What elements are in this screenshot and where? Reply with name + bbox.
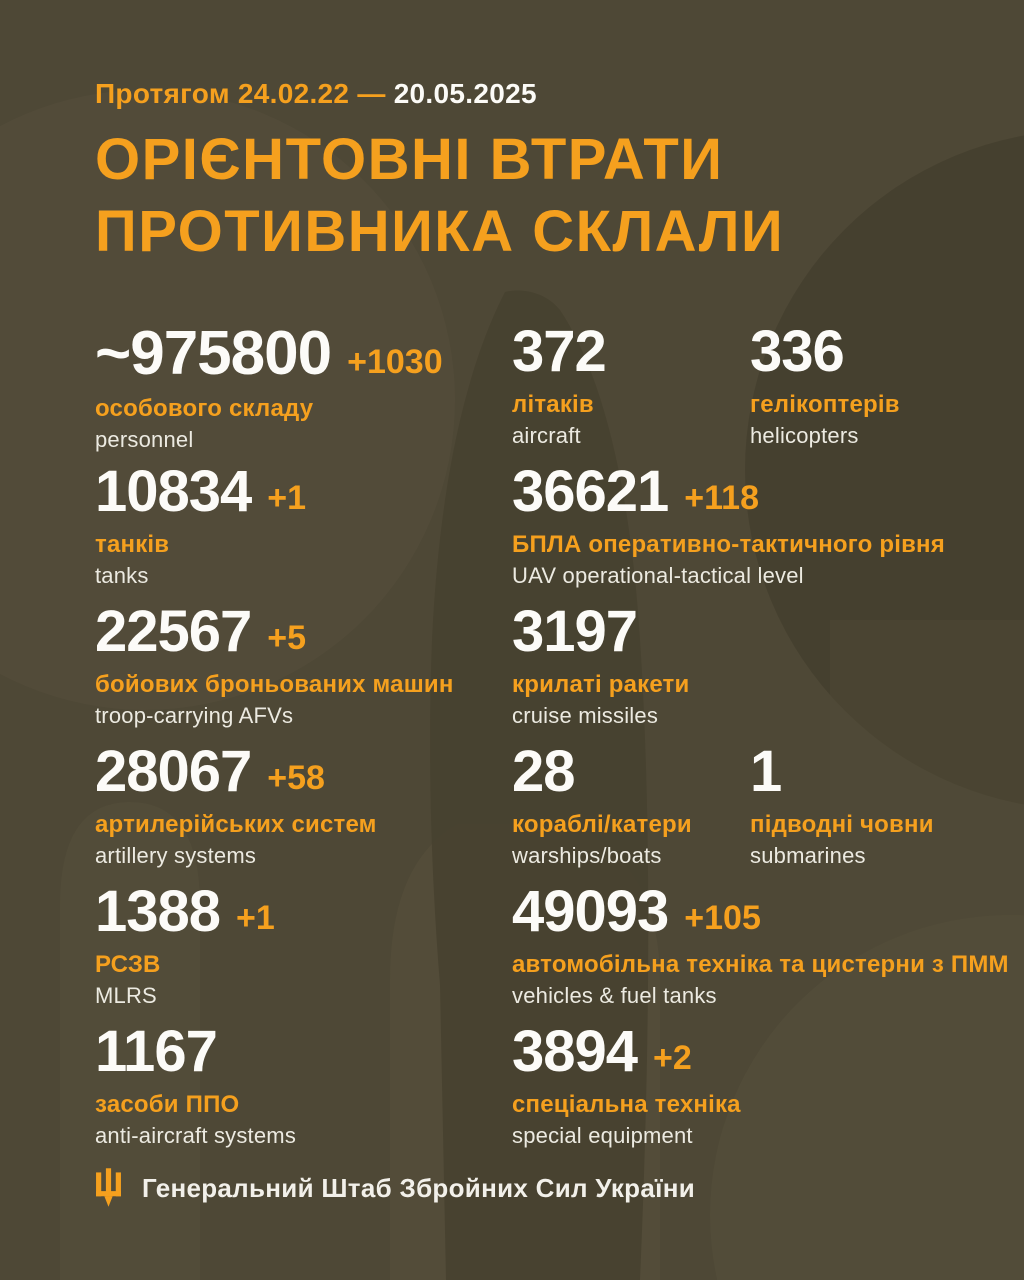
stat-value: ~975800	[95, 319, 332, 388]
stats-row-2: 10834 +1 танків tanks 36621 +118 БПЛА оп…	[95, 463, 988, 603]
stat-uav: 36621 +118 БПЛА оперативно-тактичного рі…	[512, 463, 988, 589]
stat-value: 22567	[95, 599, 252, 664]
stat-value: 1388	[95, 879, 221, 944]
stat-label-en: UAV operational-tactical level	[512, 563, 804, 588]
stat-air-defence: 1167 засоби ППО anti-aircraft systems	[95, 1023, 512, 1149]
stat-warships: 28 кораблі/катери warships/boats	[512, 743, 750, 869]
stat-label-uk: бойових броньованих машин	[95, 671, 454, 698]
stat-label-uk: автомобільна техніка та цистерни з ПММ	[512, 951, 1009, 978]
page-title: ОРІЄНТОВНІ ВТРАТИ ПРОТИВНИКА СКЛАЛИ	[95, 124, 784, 268]
stat-value: 1167	[95, 1019, 218, 1084]
footer: Генеральний Штаб Збройних Сил України	[95, 1168, 695, 1208]
stat-value: 10834	[95, 459, 252, 524]
stat-value: 1	[750, 739, 782, 804]
tryzub-icon	[96, 1168, 121, 1207]
stat-label-uk: БПЛА оперативно-тактичного рівня	[512, 531, 945, 558]
stats-row-4: 28067 +58 артилерійських систем artiller…	[95, 743, 988, 883]
stat-aircraft: 372 літаків aircraft	[512, 323, 750, 449]
period-prefix: Протягом 24.02.22 —	[95, 78, 386, 109]
stat-label-en: cruise missiles	[512, 703, 659, 728]
stat-value: 28	[512, 739, 576, 804]
stat-label-uk: підводні човни	[750, 811, 934, 838]
stat-label-en: warships/boats	[512, 843, 662, 868]
stat-label-uk: засоби ППО	[95, 1091, 240, 1118]
stat-afv: 22567 +5 бойових броньованих машин troop…	[95, 603, 512, 729]
stat-label-en: artillery systems	[95, 843, 257, 868]
stat-helicopters: 336 гелікоптерів helicopters	[750, 323, 988, 449]
stat-submarines: 1 підводні човни submarines	[750, 743, 988, 869]
stat-delta: +118	[684, 479, 760, 517]
stat-delta: +5	[267, 619, 307, 657]
stat-label-uk: крилаті ракети	[512, 671, 690, 698]
stat-vehicles: 49093 +105 автомобільна техніка та цисте…	[512, 879, 1009, 1009]
stats-row-6: 1167 засоби ППО anti-aircraft systems 38…	[95, 1023, 988, 1173]
stats-row-1: ~975800 +1030 особового складу personnel…	[95, 323, 988, 463]
stat-delta: +105	[684, 899, 761, 937]
stat-label-uk: РСЗВ	[95, 951, 161, 978]
stat-tanks: 10834 +1 танків tanks	[95, 463, 512, 589]
stat-label-en: submarines	[750, 843, 866, 868]
stat-value: 3894	[512, 1019, 638, 1084]
stat-label-en: vehicles & fuel tanks	[512, 983, 717, 1008]
stat-special-equipment: 3894 +2 спеціальна техніка special equip…	[512, 1023, 988, 1149]
stat-label-en: helicopters	[750, 423, 859, 448]
stats-grid: ~975800 +1030 особового складу personnel…	[95, 323, 1009, 1173]
stat-label-uk: кораблі/катери	[512, 811, 692, 838]
stat-delta: +1	[267, 479, 307, 517]
stat-label-uk: артилерійських систем	[95, 811, 377, 838]
stat-artillery: 28067 +58 артилерійських систем artiller…	[95, 743, 512, 869]
stats-row-3: 22567 +5 бойових броньованих машин troop…	[95, 603, 988, 743]
stat-delta: +1	[236, 899, 275, 937]
stat-value: 336	[750, 319, 845, 384]
page-title-line2: ПРОТИВНИКА СКЛАЛИ	[95, 198, 785, 264]
stat-label-uk: літаків	[512, 391, 594, 418]
stat-value: 28067	[95, 739, 252, 804]
stat-value: 3197	[512, 599, 638, 664]
org-name: Генеральний Штаб Збройних Сил України	[142, 1172, 695, 1203]
period-end-date: 20.05.2025	[393, 78, 537, 109]
stats-row-5: 1388 +1 РСЗВ MLRS 49093 +105 автомобільн…	[95, 879, 1009, 1023]
stat-personnel: ~975800 +1030 особового складу personnel	[95, 323, 512, 453]
stat-delta: +2	[653, 1039, 692, 1077]
stat-label-en: troop-carrying AFVs	[95, 703, 294, 728]
stat-label-en: anti-aircraft systems	[95, 1123, 297, 1148]
stat-delta: +1030	[347, 343, 443, 381]
stat-label-en: tanks	[95, 563, 149, 588]
stat-value: 36621	[512, 459, 669, 524]
stat-value: 49093	[512, 879, 669, 944]
stat-delta: +58	[267, 759, 325, 797]
stat-label-uk: танків	[95, 531, 170, 558]
stat-label-uk: особового складу	[95, 395, 314, 422]
stat-label-en: MLRS	[95, 983, 157, 1008]
page-title-line1: ОРІЄНТОВНІ ВТРАТИ	[95, 127, 724, 192]
stat-cruise-missiles: 3197 крилаті ракети cruise missiles	[512, 603, 988, 729]
stat-label-en: special equipment	[512, 1123, 693, 1148]
stat-label-en: aircraft	[512, 423, 581, 448]
stat-label-uk: гелікоптерів	[750, 391, 900, 418]
date-range: Протягом 24.02.22 —20.05.2025	[95, 78, 537, 110]
stat-label-uk: спеціальна техніка	[512, 1091, 741, 1118]
stat-value: 372	[512, 319, 607, 384]
stat-label-en: personnel	[95, 427, 194, 452]
stat-mlrs: 1388 +1 РСЗВ MLRS	[95, 883, 512, 1009]
